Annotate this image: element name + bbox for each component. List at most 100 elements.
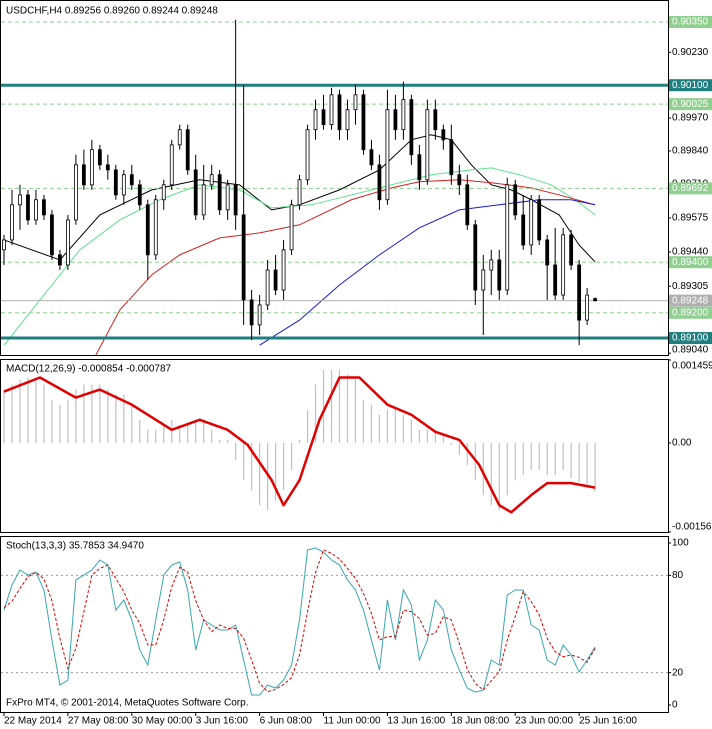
- candle-body: [545, 239, 550, 266]
- level-label: 0.89100: [672, 333, 709, 344]
- level-label: 0.90100: [672, 80, 709, 91]
- candle-body: [561, 234, 566, 296]
- candle-body: [217, 174, 222, 211]
- candle-body: [2, 239, 6, 251]
- stoch-line: [3, 547, 596, 696]
- candle-body: [34, 199, 38, 221]
- candle-body: [401, 99, 406, 131]
- candle-body: [457, 174, 462, 186]
- level-label: 0.89400: [672, 257, 709, 268]
- candle-body: [305, 129, 310, 181]
- candle-body: [265, 269, 270, 306]
- candle-body: [369, 149, 374, 166]
- x-tick-label: 22 May 2014: [4, 716, 62, 727]
- candle-body: [393, 109, 398, 131]
- y-tick-label: 0.89575: [672, 213, 709, 224]
- y-tick-label: -0.001568: [672, 522, 712, 533]
- x-tick-label: 11 Jun 00:00: [324, 716, 382, 727]
- y-tick-label: 0.89840: [672, 146, 709, 157]
- candle-body: [153, 199, 158, 256]
- y-tick-label: 100: [672, 538, 689, 549]
- candle-body: [377, 164, 382, 201]
- macd-signal-line: [3, 376, 596, 514]
- level-label-box: [669, 332, 712, 345]
- candle-body: [585, 294, 590, 321]
- candle-body: [225, 184, 230, 211]
- panel-plot: [1, 19, 668, 355]
- candle-body: [58, 254, 62, 266]
- candle-body: [161, 184, 166, 201]
- level-label-box: [669, 98, 712, 111]
- candle-body: [409, 99, 414, 156]
- y-tick-label: 0.90230: [672, 47, 709, 58]
- candle-body: [489, 259, 494, 271]
- level-label-box: [669, 294, 712, 307]
- candle-body: [257, 304, 262, 326]
- stoch-line: [3, 549, 596, 693]
- candle-body: [105, 164, 110, 171]
- candle-body: [353, 94, 358, 111]
- x-tick-label: 27 May 08:00: [68, 716, 129, 727]
- candle-body: [249, 299, 254, 326]
- candle-body: [97, 149, 102, 166]
- candle-body: [481, 269, 486, 291]
- y-tick-label: 0.00: [672, 438, 692, 449]
- candle-body: [281, 249, 286, 291]
- x-tick-label: 13 Jun 16:00: [387, 716, 445, 727]
- candle-body: [169, 144, 174, 186]
- y-tick-label: 0.89305: [672, 281, 709, 292]
- level-label-box: [669, 256, 712, 269]
- candle-body: [385, 109, 390, 201]
- candle-body: [537, 199, 542, 241]
- panel-plot: [3, 369, 596, 514]
- x-tick-label: 23 Jun 00:00: [515, 716, 573, 727]
- moving-average: [259, 199, 596, 346]
- candle-body: [313, 109, 318, 131]
- y-tick-label: 0: [672, 700, 678, 711]
- candle-body: [185, 129, 190, 171]
- moving-average: [3, 167, 596, 346]
- candle-body: [26, 194, 30, 221]
- y-tick-label: 0.89040: [672, 345, 709, 356]
- x-tick-label: 6 Jun 08:00: [260, 716, 313, 727]
- candle-body: [50, 214, 54, 256]
- candle-body: [521, 214, 526, 246]
- footer-text: FxPro MT4, © 2001-2014, MetaQuotes Softw…: [6, 698, 248, 709]
- candle-body: [137, 184, 142, 206]
- y-tick-label: 0.89440: [672, 247, 709, 258]
- candle-body: [497, 259, 502, 291]
- panel-plot: [1, 547, 668, 696]
- level-label: 0.89692: [672, 183, 709, 194]
- panel-title: MACD(12,26,9) -0.000854 -0.000787: [6, 364, 172, 375]
- candle-body: [42, 199, 46, 216]
- y-tick-label: 0.001459: [672, 361, 712, 372]
- candle-body: [337, 94, 342, 131]
- level-label-box: [669, 79, 712, 92]
- candle-body: [297, 179, 302, 206]
- level-label-box: [669, 182, 712, 195]
- candle-body: [145, 204, 150, 256]
- level-label: 0.89248: [672, 295, 709, 306]
- level-label: 0.90025: [672, 99, 709, 110]
- candle-body: [241, 214, 246, 301]
- candle-body: [425, 109, 430, 181]
- candle-body: [433, 109, 438, 131]
- level-label-box: [669, 306, 712, 319]
- candle-body: [18, 194, 22, 206]
- candle-body: [177, 129, 182, 146]
- candle-body: [233, 184, 238, 216]
- candle-body: [465, 184, 470, 226]
- candle-body: [529, 199, 534, 246]
- candle-body: [89, 149, 94, 186]
- level-label: 0.89200: [672, 307, 709, 318]
- level-label-box: [669, 15, 712, 28]
- candle-body: [593, 298, 598, 302]
- panel-title: Stoch(13,3,3) 35.7853 34.9470: [6, 541, 144, 552]
- candle-body: [129, 174, 134, 186]
- x-tick-label: 30 May 00:00: [132, 716, 193, 727]
- candle-body: [513, 184, 518, 216]
- candle-body: [473, 224, 478, 291]
- y-tick-label: 0.89970: [672, 113, 709, 124]
